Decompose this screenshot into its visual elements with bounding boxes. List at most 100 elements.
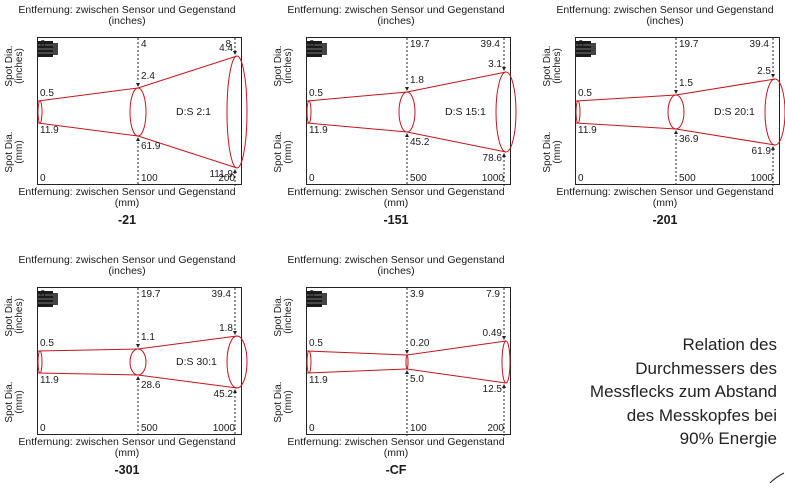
mm-tick-label: 500 — [141, 423, 158, 434]
arrow-marker — [405, 87, 409, 91]
panel-name: -201 — [652, 213, 678, 227]
spot-ellipse-near — [37, 100, 43, 124]
arrow-marker — [502, 384, 506, 388]
spot-mm-label: Spot Dia. (mm) — [4, 131, 25, 173]
inch-tick-label: 3.9 — [410, 289, 424, 300]
spot-inch-mid: 1.1 — [141, 332, 155, 343]
spot-inches-label: Spot Dia. (inches) — [4, 45, 25, 87]
inch-tick-label: 39.4 — [211, 289, 231, 300]
inch-tick-label: 39.4 — [749, 39, 769, 50]
beam-edge-bottom — [406, 368, 507, 384]
arrow-marker — [233, 389, 237, 393]
spot-mm-far: 111.9 — [209, 169, 233, 180]
beam-edge-bottom — [575, 122, 677, 130]
spot-ellipse-mid — [398, 91, 416, 133]
beam-diagram — [306, 38, 517, 186]
spot-inches-label: Spot Dia. (inches) — [542, 45, 563, 87]
diagram-frame: 0 4 8 0 100 200 0.5 2.4 4.4 11.9 61.9 111.9 D:S 2:1 — [37, 37, 248, 186]
beam-edge-top — [406, 71, 507, 93]
beam-edge-bottom — [37, 122, 139, 137]
beam-edge-top — [37, 87, 139, 102]
beam-diagram — [575, 38, 785, 186]
distance-inches-title: Entfernung: zwischen Sensor und Gegensta… — [287, 254, 505, 277]
mm-tick-label: 100 — [141, 173, 158, 184]
arrow-marker — [771, 146, 775, 150]
spot-ellipse-mid — [667, 94, 685, 130]
panel-cf: Entfernung: zwischen Sensor und Gegensta… — [273, 252, 516, 488]
inch-tick-label: 0 — [309, 289, 315, 300]
spot-mm-near: 11.9 — [40, 125, 59, 136]
spot-mm-label: Spot Dia. (mm) — [542, 131, 563, 173]
distance-inches-title: Entfernung: zwischen Sensor und Gegensta… — [18, 254, 236, 277]
inch-tick-label: 19.7 — [679, 39, 699, 50]
arrow-marker — [502, 336, 506, 340]
ds-ratio-label: D:S 2:1 — [176, 106, 212, 118]
spot-inch-mid: 0.20 — [410, 338, 430, 349]
arrow-marker — [771, 74, 775, 78]
beam-edge-top — [575, 94, 677, 102]
spot-inch-near: 0.5 — [40, 338, 54, 349]
spot-ellipse-far — [495, 71, 517, 153]
inch-tick-label: 0 — [40, 289, 46, 300]
ds-ratio-label: D:S 15:1 — [445, 106, 486, 118]
spot-inch-mid: 1.8 — [410, 75, 424, 86]
ds-ratio-label: D:S 20:1 — [714, 106, 755, 118]
beam-diagram — [37, 288, 248, 436]
arrow-marker — [233, 169, 237, 173]
spot-ellipse-far — [226, 55, 248, 169]
spot-inch-far: 3.1 — [488, 59, 502, 70]
spot-ellipse-near — [37, 350, 43, 374]
spot-mm-far: 78.6 — [482, 153, 502, 164]
beam-edge-bottom — [306, 122, 408, 133]
spot-mm-near: 11.9 — [309, 125, 328, 136]
diagram-frame: 0 19.7 39.4 0 500 1000 0.5 1.1 1.8 11.9 28.6 45.2 D:… — [37, 287, 248, 436]
spot-ellipse-near — [306, 100, 312, 124]
inch-tick-label: 19.7 — [410, 39, 430, 50]
spot-inch-far: 1.8 — [219, 323, 233, 334]
caption: Relation des Durchmessers des Messflecks… — [545, 333, 785, 451]
inch-tick-label: 7.9 — [486, 289, 500, 300]
arrow-marker — [233, 51, 237, 55]
caption-line: des Messkopfes bei — [626, 405, 777, 425]
sensor-icon — [38, 291, 58, 307]
mm-tick-label: 0 — [40, 423, 46, 434]
spot-ellipse-mid — [129, 87, 147, 137]
distance-mm-title: Entfernung: zwischen Sensor und Gegensta… — [18, 436, 236, 459]
corner-decoration — [769, 472, 785, 483]
panel-name: -21 — [117, 213, 137, 227]
arrow-marker — [674, 90, 678, 94]
spot-mm-near: 11.9 — [40, 375, 59, 386]
spot-inch-mid: 2.4 — [141, 71, 155, 82]
beam-diagram — [306, 288, 511, 436]
panel-201: Entfernung: zwischen Sensor und Gegensta… — [542, 2, 785, 238]
beam-edge-top — [137, 55, 238, 89]
mm-tick-label: 100 — [410, 423, 427, 434]
spot-inch-far: 0.49 — [482, 328, 502, 339]
arrow-marker — [405, 133, 409, 137]
spot-mm-mid: 5.0 — [410, 374, 424, 385]
arrow-marker — [502, 153, 506, 157]
spot-inch-near: 0.5 — [309, 88, 323, 99]
spot-inch-mid: 1.5 — [679, 78, 693, 89]
mm-tick-label: 1000 — [750, 173, 773, 184]
spot-inch-near: 0.5 — [40, 88, 54, 99]
beam-edge-bottom — [306, 368, 408, 374]
arrow-marker — [233, 331, 237, 335]
distance-inches-title: Entfernung: zwischen Sensor und Gegensta… — [556, 4, 774, 27]
arrow-marker — [136, 83, 140, 87]
caption-line: Durchmessers des — [635, 358, 777, 378]
beam-edge-bottom — [675, 128, 776, 146]
beam-edge-top — [37, 348, 139, 352]
spot-inch-far: 4.4 — [219, 43, 233, 54]
panel-151: Entfernung: zwischen Sensor und Gegensta… — [273, 2, 517, 238]
beam-edge-bottom — [406, 131, 507, 153]
inch-tick-label: 8 — [225, 39, 231, 50]
spot-inch-near: 0.5 — [309, 338, 323, 349]
spot-mm-label: Spot Dia. (mm) — [4, 381, 25, 423]
spot-mm-far: 12.5 — [482, 384, 502, 395]
mm-tick-label: 0 — [309, 423, 315, 434]
distance-mm-title: Entfernung: zwischen Sensor und Gegensta… — [18, 186, 236, 209]
distance-inches-title: Entfernung: zwischen Sensor und Gegensta… — [287, 4, 505, 27]
mm-tick-label: 0 — [309, 173, 315, 184]
spot-mm-mid: 28.6 — [141, 380, 161, 391]
